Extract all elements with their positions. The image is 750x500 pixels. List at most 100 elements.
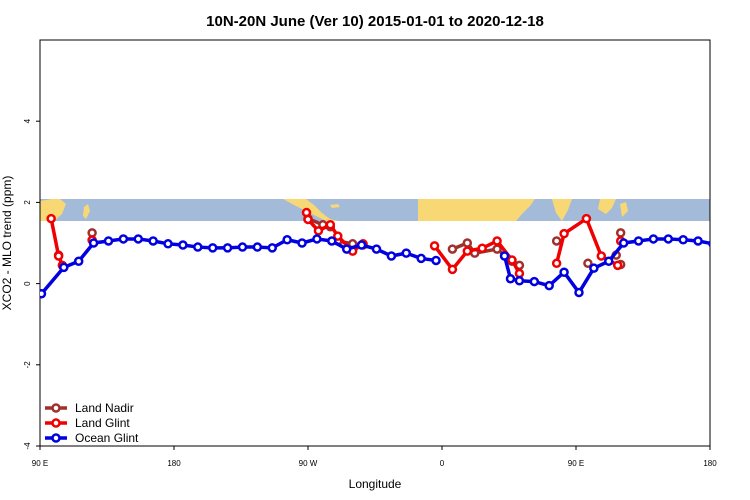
- ocean-glint-point: [371, 244, 382, 254]
- series-ocean-glint: [40, 234, 710, 299]
- legend-item-ocean-glint: Ocean Glint: [45, 431, 139, 445]
- map-land-philippines: [83, 204, 90, 219]
- ocean-glint-point: [589, 263, 599, 273]
- land-glint-point: [333, 231, 343, 241]
- land-nadir-point: [551, 236, 562, 246]
- land-glint-point: [492, 236, 502, 246]
- ocean-glint-point: [386, 251, 397, 261]
- ocean-glint-point: [499, 251, 510, 261]
- land-glint-point: [53, 251, 64, 261]
- ocean-glint-point: [678, 235, 688, 245]
- ocean-glint-point: [633, 236, 644, 246]
- ocean-glint-point: [193, 242, 203, 252]
- ocean-glint-point: [663, 234, 674, 244]
- ocean-glint-point: [133, 234, 144, 244]
- map-ocean: [40, 199, 710, 221]
- map-land-india: [552, 199, 572, 221]
- x-tick-label: 90 E: [568, 459, 584, 468]
- map-land-asia-coast: [40, 199, 66, 221]
- x-tick-label: 180: [167, 459, 181, 468]
- legend-item-land-glint: Land Glint: [45, 416, 130, 430]
- ocean-glint-point: [648, 234, 659, 244]
- land-glint-point: [559, 228, 569, 239]
- ocean-glint-point: [297, 238, 307, 248]
- ocean-glint-point: [103, 236, 114, 246]
- ocean-glint-point: [505, 273, 516, 284]
- ocean-glint-point: [604, 256, 614, 267]
- land-nadir-point: [87, 228, 97, 238]
- legend-swatch-marker: [51, 403, 61, 413]
- land-glint-point: [46, 213, 56, 224]
- land-glint-point: [596, 251, 607, 261]
- ocean-glint-point: [282, 235, 292, 245]
- ocean-glint-point: [59, 262, 69, 273]
- y-tick-label: 2: [23, 200, 32, 205]
- legend-item-land-nadir: Land Nadir: [45, 401, 134, 415]
- land-glint-point: [325, 219, 336, 230]
- x-tick-label: 90 E: [32, 459, 48, 468]
- map-land-southeast-asia: [598, 199, 616, 214]
- ocean-glint-point: [341, 244, 352, 254]
- land-glint-point: [429, 241, 440, 251]
- chart-title: 10N-20N June (Ver 10) 2015-01-01 to 2020…: [206, 13, 544, 30]
- y-tick-label: 4: [23, 118, 32, 123]
- map-land-caribbean: [330, 204, 340, 208]
- ocean-glint-line: [502, 237, 710, 295]
- legend-label: Ocean Glint: [75, 431, 139, 445]
- ocean-glint-point: [222, 243, 233, 253]
- land-nadir-point: [583, 258, 593, 269]
- legend-label: Land Glint: [75, 416, 130, 430]
- y-axis-label: XCO2 - MLO trend (ppm): [0, 176, 14, 311]
- ocean-glint-point: [401, 248, 412, 258]
- ocean-glint-point: [40, 289, 47, 299]
- x-tick-label: 0: [440, 459, 445, 468]
- ocean-glint-point: [529, 276, 540, 287]
- land-glint-point: [477, 243, 487, 254]
- y-tick-label: 0: [23, 281, 32, 286]
- ocean-glint-point: [73, 256, 84, 267]
- x-tick-label: 90 W: [299, 459, 318, 468]
- ocean-glint-point: [356, 240, 367, 250]
- land-nadir-point: [447, 244, 458, 254]
- ocean-glint-point: [544, 280, 554, 291]
- map-land-africa: [418, 199, 535, 221]
- ocean-glint-point: [559, 267, 569, 277]
- ocean-glint-point: [237, 242, 248, 252]
- y-tick-label: -2: [23, 361, 32, 369]
- ocean-glint-point: [207, 243, 218, 253]
- legend-swatch-marker: [51, 433, 61, 443]
- map-land-islands: [620, 202, 628, 217]
- legend-label: Land Nadir: [75, 401, 134, 415]
- series-layer: [40, 207, 710, 299]
- ocean-glint-point: [416, 253, 426, 264]
- y-tick-label: -4: [23, 442, 32, 450]
- land-glint-point: [612, 260, 623, 271]
- land-glint-point: [462, 246, 473, 256]
- ocean-glint-point: [118, 234, 129, 244]
- ocean-glint-point: [178, 240, 188, 250]
- land-glint-point: [303, 214, 313, 225]
- land-glint-point: [514, 268, 525, 279]
- ocean-glint-point: [327, 236, 337, 246]
- land-glint-point: [507, 255, 517, 265]
- ocean-glint-point: [574, 287, 584, 298]
- land-glint-point: [313, 226, 324, 236]
- ocean-glint-point: [312, 234, 322, 244]
- ocean-glint-point: [618, 238, 629, 248]
- ocean-glint-point: [693, 236, 703, 246]
- ocean-glint-point: [88, 238, 99, 248]
- ocean-glint-point: [267, 243, 278, 253]
- ocean-glint-point: [431, 255, 441, 266]
- ocean-glint-point: [252, 242, 263, 252]
- ocean-glint-point: [163, 239, 173, 249]
- ocean-glint-point: [514, 276, 525, 286]
- world-map-strip: [40, 199, 710, 221]
- series-land-glint: [46, 207, 626, 279]
- x-tick-label: 180: [703, 459, 717, 468]
- x-axis-label: Longitude: [349, 477, 402, 491]
- land-glint-point: [551, 258, 562, 269]
- legend-swatch-marker: [51, 418, 61, 428]
- land-glint-point: [581, 213, 592, 224]
